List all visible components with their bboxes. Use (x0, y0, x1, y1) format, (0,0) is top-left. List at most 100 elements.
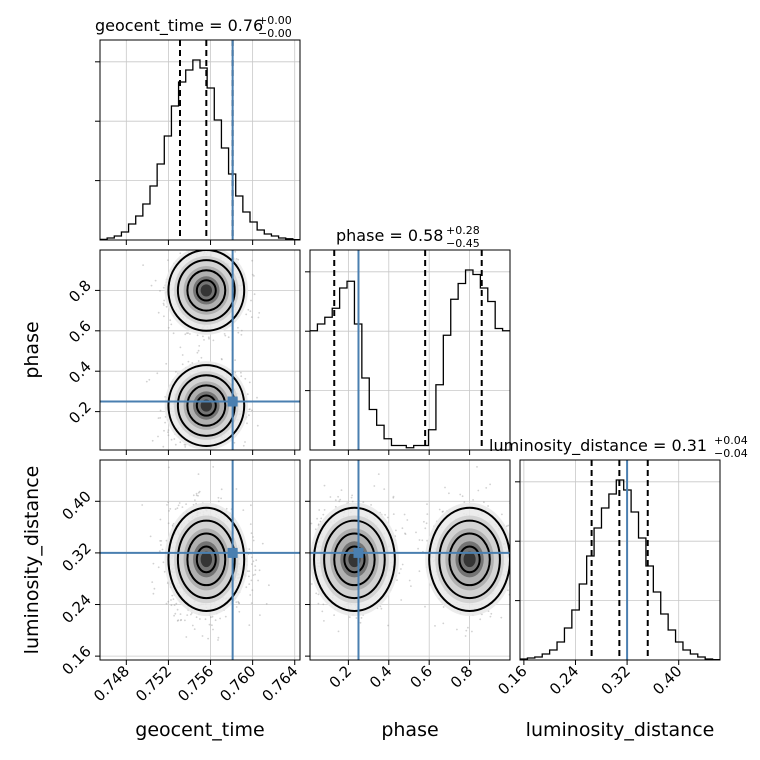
sample-point (187, 360, 190, 363)
title-geocent_time-sub: −0.00 (258, 27, 292, 40)
sample-point (189, 333, 191, 335)
ytick-label-phase-2: 0.6 (65, 317, 95, 347)
sample-point (201, 453, 203, 455)
sample-point (490, 612, 493, 615)
frame-2-0 (99, 459, 301, 661)
sample-point (217, 636, 220, 639)
sample-point (323, 620, 325, 622)
sample-point (173, 438, 176, 440)
sample-point (167, 600, 170, 603)
xtick-label-luminosity_distance-1: 0.24 (546, 662, 582, 698)
sample-point (167, 466, 170, 469)
sample-point (256, 424, 259, 427)
sample-point (156, 372, 159, 375)
sample-point (314, 528, 317, 531)
panel-luminosity_distance-vs-geocent_time (95, 459, 301, 665)
sample-point (303, 551, 305, 553)
sample-point (150, 284, 153, 287)
sample-point (170, 438, 173, 441)
sample-point (208, 337, 210, 340)
sample-point (418, 570, 421, 573)
sample-point (320, 517, 323, 520)
sample-point (252, 560, 255, 563)
sample-point (254, 573, 256, 576)
sample-point (165, 362, 168, 365)
ytick-label-luminosity_distance-0: 0.16 (58, 642, 94, 678)
sample-point (174, 508, 177, 510)
sample-point (186, 614, 189, 616)
sample-point (238, 610, 241, 613)
sample-point (172, 332, 175, 335)
sample-point (442, 622, 445, 625)
ytick-label-luminosity_distance-1: 0.24 (58, 591, 94, 627)
sample-point (401, 527, 404, 530)
sample-point (220, 452, 222, 454)
sample-point (252, 536, 254, 538)
sample-point (248, 456, 250, 458)
sample-point (184, 446, 187, 448)
sample-point (197, 349, 200, 352)
sample-point (246, 570, 249, 572)
sample-point (501, 513, 503, 516)
title-phase-sup: +0.28 (446, 224, 480, 237)
sample-point (163, 299, 166, 302)
sample-point (337, 630, 340, 633)
sample-point (234, 359, 237, 361)
sample-point (386, 516, 389, 519)
panel-luminosity_distance-vs-phase (257, 459, 534, 665)
contour-0-3 (195, 394, 217, 417)
frame-phase (309, 249, 511, 451)
sample-point (522, 577, 524, 579)
sample-point (257, 539, 259, 541)
sample-point (190, 613, 192, 616)
sample-point (217, 639, 219, 641)
sample-point (204, 618, 207, 621)
density-0-4 (200, 551, 213, 568)
sample-point (248, 583, 251, 585)
sample-point (187, 332, 190, 334)
sample-point (248, 414, 250, 417)
xlabel-geocent_time: geocent_time (135, 719, 264, 741)
sample-point (383, 488, 386, 490)
sample-point (423, 520, 425, 523)
sample-point (157, 566, 160, 569)
sample-point (228, 224, 230, 226)
sample-point (214, 619, 217, 622)
contour-0-2 (186, 532, 227, 587)
truth-marker-2-0 (227, 547, 238, 558)
sample-point (202, 335, 204, 338)
sample-point (190, 481, 192, 483)
sample-point (219, 451, 221, 453)
ylabel-luminosity_distance: luminosity_distance (21, 466, 43, 655)
sample-point (197, 494, 199, 497)
sample-point (307, 536, 309, 538)
sample-point (258, 312, 261, 314)
sample-point (392, 495, 395, 498)
contour-0-0 (167, 506, 246, 612)
sample-point (339, 498, 342, 501)
sample-point (176, 507, 179, 510)
sample-point (489, 615, 492, 618)
sample-point (179, 441, 182, 444)
sample-point (224, 615, 227, 618)
diag-panel-phase (305, 249, 511, 455)
sample-point (250, 316, 253, 318)
sample-point (319, 520, 322, 523)
sample-point (500, 616, 503, 619)
sample-point (159, 417, 162, 419)
ylabel-phase: phase (21, 321, 43, 378)
sample-point (162, 286, 165, 289)
sample-point (532, 557, 534, 559)
sample-point (408, 579, 411, 582)
sample-point (202, 462, 204, 464)
sample-point (204, 245, 206, 247)
ytick-label-luminosity_distance-3: 0.40 (58, 487, 94, 523)
sample-point (173, 614, 176, 617)
sample-point (161, 548, 164, 551)
sample-point (179, 346, 182, 349)
sample-point (370, 504, 372, 506)
content-2-1 (257, 460, 534, 660)
sample-point (160, 544, 162, 546)
sample-point (512, 583, 514, 585)
xlabel-phase: phase (381, 719, 438, 741)
